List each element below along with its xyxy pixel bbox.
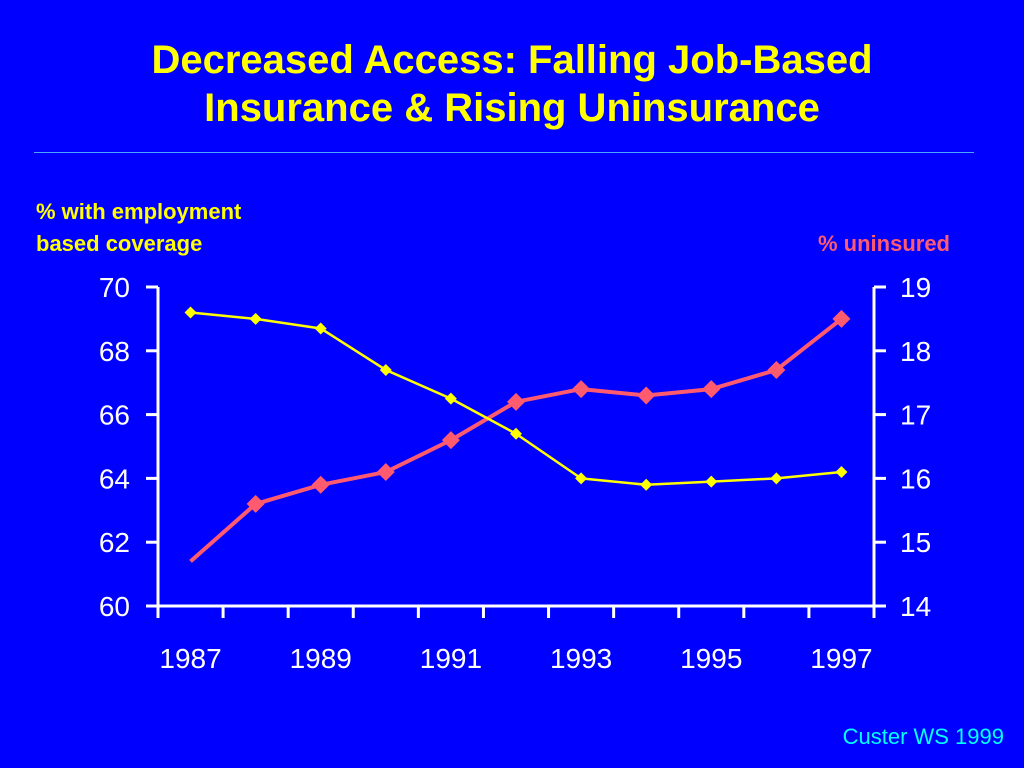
- x-tick-label: 1997: [810, 643, 872, 674]
- employment-series-point: [640, 478, 653, 491]
- right-y-tick-label: 15: [900, 527, 931, 558]
- right-y-tick-label: 17: [900, 400, 931, 431]
- employment-series-point: [770, 472, 783, 485]
- x-tick-label: 1993: [550, 643, 612, 674]
- employment-series-point: [184, 306, 197, 319]
- x-tick-label: 1989: [290, 643, 352, 674]
- left-y-tick-label: 70: [99, 272, 130, 303]
- source-citation: Custer WS 1999: [842, 724, 1004, 749]
- title-line-2: Insurance & Rising Uninsurance: [204, 86, 820, 130]
- employment-series-point: [835, 466, 848, 479]
- left-axis-label-line-1: % with employment: [36, 199, 242, 224]
- uninsured-series-point: [441, 431, 460, 450]
- employment-series-point: [444, 392, 457, 405]
- right-y-tick-label: 19: [900, 272, 931, 303]
- employment-series-point: [510, 427, 522, 440]
- right-axis-label: % uninsured: [817, 231, 950, 256]
- uninsured-series-point: [702, 380, 721, 399]
- right-y-tick-label: 18: [900, 336, 931, 367]
- left-axis-label: % with employment based coverage: [36, 196, 241, 260]
- title-line-1: Decreased Access: Falling Job-Based: [151, 38, 873, 82]
- employment-series-point: [314, 322, 327, 335]
- x-tick-label: 1991: [420, 643, 482, 674]
- employment-series-point: [705, 475, 718, 488]
- right-y-tick-label: 14: [900, 591, 931, 622]
- uninsured-series-point: [376, 463, 395, 482]
- title-divider: [34, 152, 974, 153]
- x-tick-label: 1995: [680, 643, 742, 674]
- left-y-tick-label: 62: [99, 527, 130, 558]
- left-y-tick-label: 60: [99, 591, 130, 622]
- uninsured-series-point: [637, 386, 656, 405]
- left-y-tick-label: 64: [99, 463, 130, 494]
- uninsured-series-point: [767, 360, 786, 379]
- left-y-tick-label: 68: [99, 336, 130, 367]
- employment-series-point: [379, 363, 392, 376]
- x-tick-label: 1987: [159, 643, 221, 674]
- employment-series-point: [575, 472, 588, 485]
- uninsured-series-point: [246, 494, 265, 513]
- left-y-tick-label: 66: [99, 400, 130, 431]
- uninsured-series-point: [572, 380, 591, 399]
- uninsured-series-line: [189, 317, 843, 563]
- uninsured-series-point: [311, 475, 330, 494]
- slide-title: Decreased Access: Falling Job-Based Insu…: [20, 36, 1004, 132]
- employment-series-point: [249, 312, 262, 325]
- uninsured-series-point: [832, 309, 851, 328]
- left-axis-label-line-2: based coverage: [36, 231, 203, 256]
- uninsured-series-point: [507, 392, 525, 411]
- right-y-tick-label: 16: [900, 463, 931, 494]
